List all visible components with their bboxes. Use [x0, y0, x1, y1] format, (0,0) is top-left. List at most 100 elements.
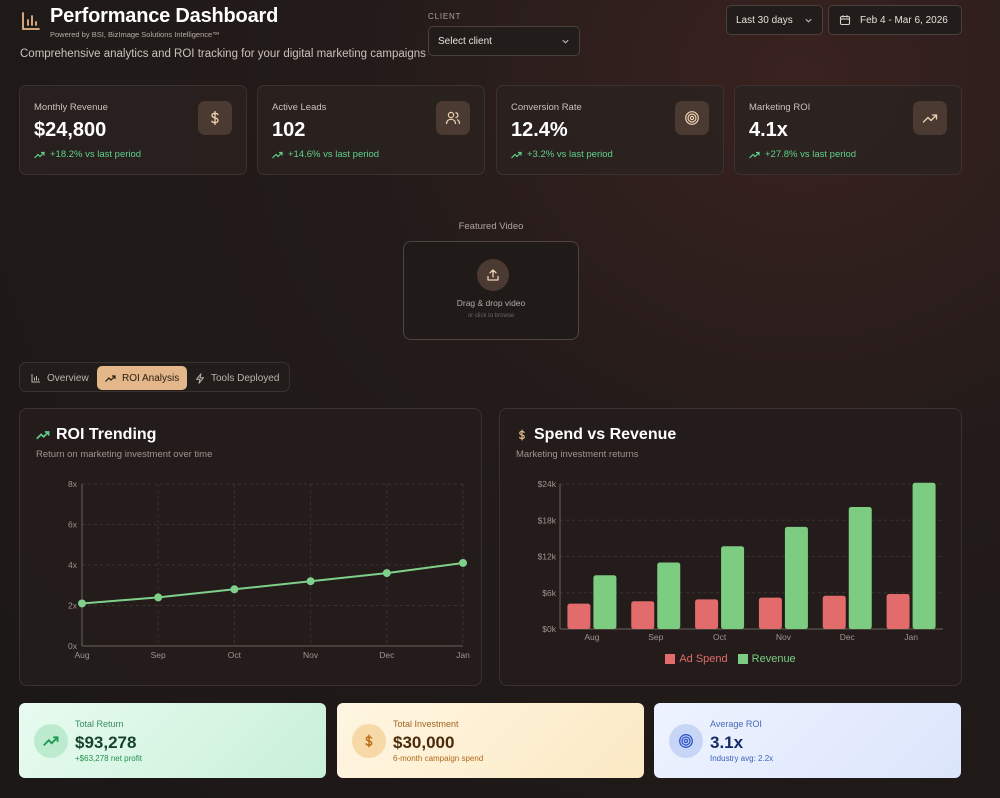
data-point: [78, 599, 86, 608]
y-tick-label: 0x: [68, 641, 78, 651]
x-tick-label: Aug: [584, 632, 599, 642]
legend-item-ad-spend: Ad Spend: [665, 653, 728, 665]
date-range-select[interactable]: Last 30 days: [726, 5, 823, 35]
kpi-label: Monthly Revenue: [34, 102, 108, 113]
revenue-bar: [657, 562, 681, 629]
ad-spend-bar: [822, 595, 846, 629]
bar-chart-logo-icon: [22, 12, 40, 30]
trending-up-icon: [272, 151, 283, 158]
roi-line-chart: 0x 2x 4x 6x 8x Aug Sep Oct Nov Dec Jan: [68, 479, 470, 660]
roi-series-line: [81, 561, 464, 605]
data-point: [306, 577, 315, 586]
y-tick-label: $18k: [538, 515, 557, 525]
revenue-bar: [912, 482, 936, 629]
powered-by-text: Powered by BSI, BizImage Solutions Intel…: [50, 30, 220, 39]
trending-up-icon: [105, 374, 116, 382]
featured-video-label: Featured Video: [458, 221, 524, 232]
data-point: [230, 585, 239, 594]
upload-icon: [477, 259, 509, 291]
ad-spend-bar: [631, 601, 655, 629]
kpi-label: Conversion Rate: [511, 102, 582, 113]
x-tick-label: Oct: [713, 632, 727, 642]
y-tick-label: 8x: [68, 479, 78, 489]
y-tick-label: $6k: [542, 588, 556, 598]
summary-label: Average ROI: [710, 719, 762, 729]
client-select[interactable]: Select client: [428, 26, 580, 56]
video-dropzone[interactable]: Drag & drop video or click to browse: [403, 241, 579, 340]
kpi-change: +27.8% vs last period: [749, 149, 856, 160]
x-tick-label: Sep: [151, 650, 166, 660]
users-icon: [436, 101, 470, 135]
kpi-value: 4.1x: [749, 119, 788, 141]
date-picker-button[interactable]: Feb 4 - Mar 6, 2026: [828, 5, 962, 35]
data-point: [382, 569, 391, 578]
chart-title: Spend vs Revenue: [516, 426, 676, 444]
target-icon: [675, 101, 709, 135]
trending-up-icon: [913, 101, 947, 135]
kpi-label: Active Leads: [272, 102, 327, 113]
ad-spend-bar: [567, 603, 591, 629]
trending-up-icon: [34, 724, 68, 758]
kpi-card-monthly-revenue: Monthly Revenue $24,800 +18.2% vs last p…: [19, 85, 247, 175]
y-tick-label: $0k: [542, 624, 556, 634]
date-picker-value: Feb 4 - Mar 6, 2026: [860, 14, 948, 26]
legend-item-revenue: Revenue: [737, 653, 796, 665]
trending-up-icon: [749, 151, 760, 158]
tab-overview[interactable]: Overview: [23, 366, 97, 390]
dollar-icon: [352, 724, 386, 758]
legend-swatch: [665, 654, 676, 664]
x-tick-label: Jan: [904, 632, 918, 642]
x-tick-label: Aug: [74, 650, 89, 660]
y-tick-label: 4x: [68, 560, 78, 570]
revenue-bar: [593, 575, 617, 629]
chevron-down-icon: [805, 18, 812, 23]
x-tick-label: Jan: [456, 650, 470, 660]
bar-chart-icon: [31, 374, 40, 383]
summary-note: Industry avg: 2.2x: [710, 754, 774, 763]
summary-card-average-roi: Average ROI 3.1x Industry avg: 2.2x: [654, 703, 961, 778]
summary-value: $30,000: [393, 733, 455, 752]
y-tick-label: $12k: [538, 552, 557, 562]
summary-label: Total Return: [75, 719, 124, 729]
chart-subtitle: Marketing investment returns: [516, 449, 639, 460]
kpi-card-marketing-roi: Marketing ROI 4.1x +27.8% vs last period: [734, 85, 962, 175]
revenue-bar: [784, 526, 808, 629]
kpi-change: +3.2% vs last period: [511, 149, 613, 160]
summary-value: $93,278: [75, 733, 137, 752]
summary-card-total-investment: Total Investment $30,000 6-month campaig…: [337, 703, 644, 778]
date-range-select-value: Last 30 days: [736, 14, 793, 26]
data-point: [459, 558, 467, 567]
x-tick-label: Dec: [840, 632, 856, 642]
chart-title: ROI Trending: [36, 426, 156, 444]
data-point: [154, 593, 163, 602]
target-icon: [669, 724, 703, 758]
tab-roi-analysis[interactable]: ROI Analysis: [97, 366, 188, 390]
revenue-bar: [721, 546, 745, 629]
page-title: Performance Dashboard: [50, 5, 279, 27]
client-label: CLIENT: [428, 12, 462, 21]
calendar-icon: [839, 15, 851, 26]
dropzone-browse-text: or click to browse: [467, 313, 515, 319]
chevron-down-icon: [562, 39, 569, 44]
y-tick-label: $24k: [538, 479, 557, 489]
x-tick-label: Sep: [648, 632, 663, 642]
summary-note: 6-month campaign spend: [393, 754, 484, 763]
kpi-value: 102: [272, 119, 306, 141]
dollar-icon: [519, 429, 525, 441]
summary-note: +$63,278 net profit: [75, 754, 142, 763]
kpi-card-conversion-rate: Conversion Rate 12.4% +3.2% vs last peri…: [496, 85, 724, 175]
dropzone-text: Drag & drop video: [456, 298, 526, 308]
trending-up-icon: [34, 151, 45, 158]
trending-up-icon: [511, 151, 522, 158]
tab-tools-deployed[interactable]: Tools Deployed: [187, 366, 287, 390]
x-tick-label: Dec: [379, 650, 395, 660]
client-select-value: Select client: [438, 35, 492, 47]
kpi-value: $24,800: [34, 119, 107, 141]
chart-legend: Ad Spend Revenue: [500, 653, 961, 665]
y-tick-label: 6x: [68, 520, 78, 530]
kpi-label: Marketing ROI: [749, 102, 811, 113]
x-tick-label: Nov: [303, 650, 319, 660]
x-tick-label: Oct: [228, 650, 242, 660]
summary-card-total-return: Total Return $93,278 +$63,278 net profit: [19, 703, 326, 778]
dollar-icon: [198, 101, 232, 135]
